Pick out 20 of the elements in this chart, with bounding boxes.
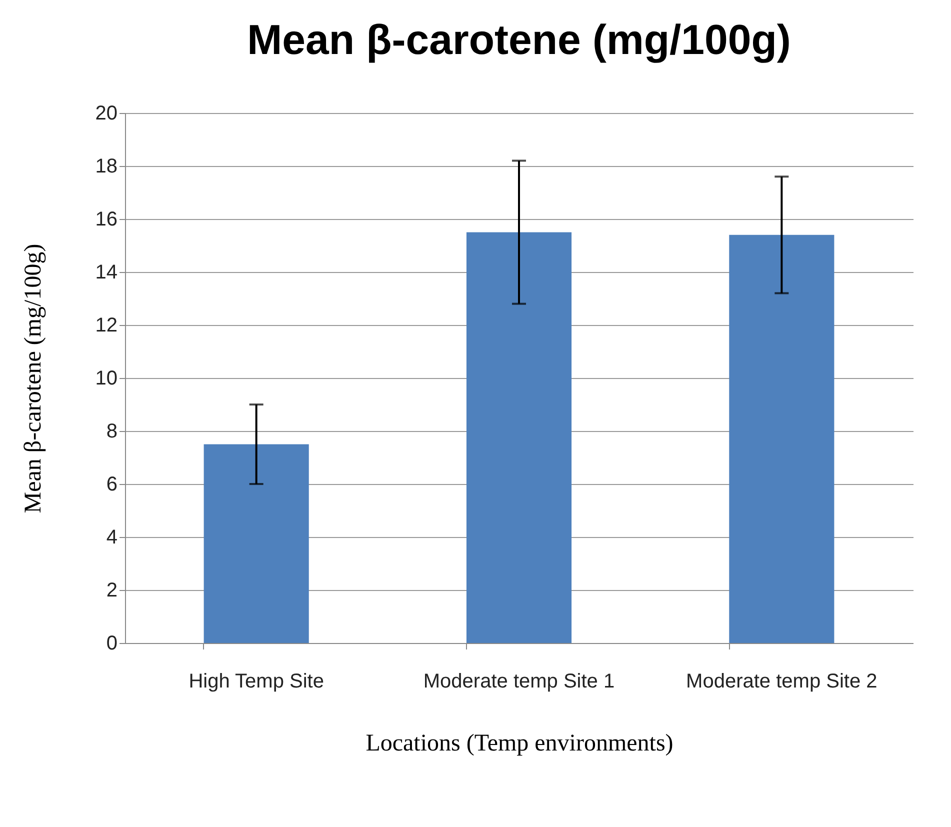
- y-tick-label: 4: [106, 526, 118, 548]
- bar: [729, 234, 834, 643]
- y-tick-label: 20: [95, 102, 118, 124]
- y-tick-label: 0: [106, 632, 118, 654]
- x-axis-title: Locations (Temp environments): [366, 730, 674, 756]
- x-tick-label: Moderate temp Site 2: [686, 670, 878, 692]
- x-tick-label: Moderate temp Site 1: [423, 670, 615, 692]
- x-tick-label: High Temp Site: [188, 670, 324, 692]
- y-tick-label: 8: [106, 420, 118, 442]
- y-tick-label: 2: [106, 580, 118, 602]
- y-axis-title: Mean β-carotene (mg/100g): [20, 244, 46, 514]
- y-tick-label: 10: [95, 368, 118, 390]
- chart-title: Mean β-carotene (mg/100g): [247, 16, 791, 63]
- bar: [204, 444, 309, 643]
- y-tick-label: 18: [95, 156, 118, 178]
- y-tick-label: 14: [95, 262, 118, 284]
- y-tick-label: 16: [95, 208, 118, 230]
- y-tick-label: 6: [106, 474, 118, 496]
- y-tick-label: 12: [95, 314, 118, 336]
- bar: [466, 232, 572, 643]
